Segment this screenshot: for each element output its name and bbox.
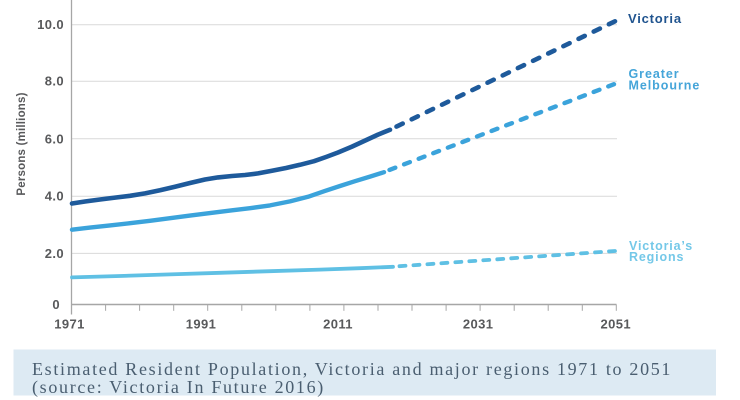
svg-text:Greater: Greater (629, 67, 680, 81)
svg-text:Estimated Resident Population,: Estimated Resident Population, Victoria … (32, 359, 672, 379)
svg-text:2.0: 2.0 (45, 246, 64, 261)
svg-text:Melbourne: Melbourne (629, 79, 701, 93)
svg-text:10.0: 10.0 (37, 17, 64, 32)
svg-text:2031: 2031 (463, 317, 494, 332)
svg-text:Victoria’s: Victoria’s (629, 239, 693, 253)
svg-text:2011: 2011 (323, 317, 353, 332)
svg-text:2051: 2051 (601, 317, 632, 332)
svg-text:0: 0 (52, 297, 60, 312)
svg-text:Victoria: Victoria (628, 11, 682, 26)
svg-text:Persons (millions): Persons (millions) (16, 92, 28, 195)
svg-text:(source: Victoria In Future 20: (source: Victoria In Future 2016) (32, 377, 325, 398)
svg-text:6.0: 6.0 (45, 131, 64, 146)
svg-text:8.0: 8.0 (45, 74, 64, 89)
svg-text:1991: 1991 (186, 317, 217, 332)
svg-text:1971: 1971 (54, 317, 85, 332)
svg-text:Regions: Regions (629, 250, 684, 264)
svg-text:4.0: 4.0 (45, 189, 64, 204)
